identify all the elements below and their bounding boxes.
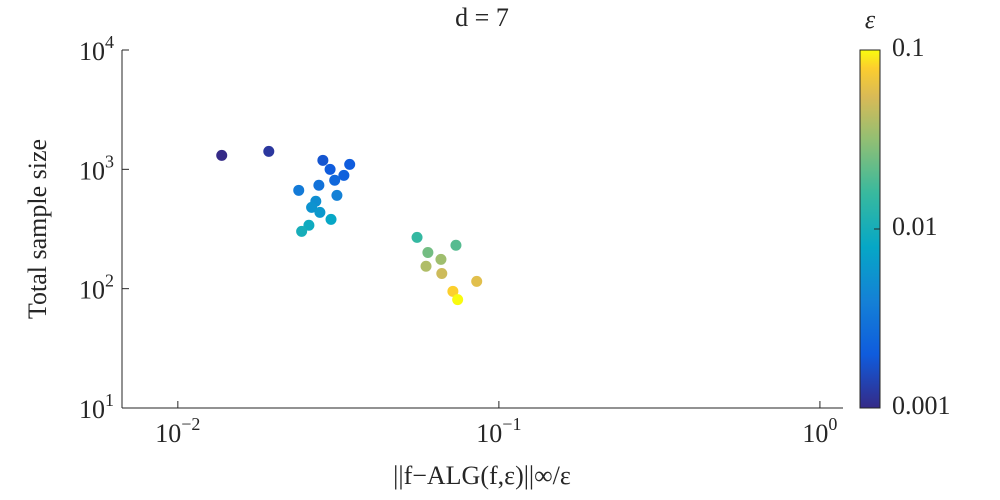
point <box>313 179 325 191</box>
x-tick-label-exponent: −2 <box>181 414 200 434</box>
point <box>344 158 356 170</box>
y-axis-label: Total sample size <box>23 139 52 319</box>
x-tick-label: 10−1 <box>476 414 521 448</box>
x-tick-label: 100 <box>802 414 837 448</box>
point <box>263 145 275 157</box>
point <box>303 219 315 231</box>
colorbar-tick-label: 0.01 <box>892 212 938 241</box>
y-tick-label-exponent: 1 <box>105 390 114 410</box>
x-tick-label-base: 10 <box>802 419 828 448</box>
point <box>329 174 341 186</box>
point <box>411 231 423 243</box>
y-tick-label-exponent: 3 <box>105 151 114 171</box>
colorbar-title: ε <box>865 5 876 34</box>
x-tick-label: 10−2 <box>155 414 200 448</box>
y-tick-label-base: 10 <box>79 395 105 424</box>
y-tick-label-base: 10 <box>79 156 105 185</box>
chart-title: d = 7 <box>455 3 509 32</box>
y-tick-label: 102 <box>79 271 114 305</box>
y-tick-label: 103 <box>79 151 114 185</box>
y-tick-label: 101 <box>79 390 114 424</box>
point <box>324 163 336 175</box>
point <box>317 154 329 166</box>
y-tick-label: 104 <box>79 32 114 66</box>
point <box>331 189 343 201</box>
x-axis-label: ||f−ALG(f,ε)||∞/ε <box>393 461 571 490</box>
point <box>314 206 326 218</box>
y-tick-label-exponent: 2 <box>105 271 114 291</box>
colorbar-tick-label: 0.001 <box>892 391 951 420</box>
x-tick-label-base: 10 <box>476 419 502 448</box>
point <box>471 275 483 287</box>
point <box>296 225 308 237</box>
point <box>306 201 318 213</box>
y-tick-label-exponent: 4 <box>105 32 114 52</box>
y-tick-label-base: 10 <box>79 276 105 305</box>
x-tick-label-exponent: −1 <box>502 414 521 434</box>
point <box>447 285 459 297</box>
point <box>293 184 305 196</box>
colorbar-tick-label: 0.1 <box>892 33 925 62</box>
point <box>338 169 350 181</box>
point <box>450 239 462 251</box>
point <box>435 253 447 265</box>
y-tick-label-base: 10 <box>79 37 105 66</box>
point <box>422 246 434 258</box>
x-tick-label-base: 10 <box>155 419 181 448</box>
point <box>216 149 228 161</box>
point <box>325 213 337 225</box>
point <box>420 260 432 272</box>
point <box>452 294 464 306</box>
point <box>436 267 448 279</box>
x-tick-label-exponent: 0 <box>828 414 837 434</box>
